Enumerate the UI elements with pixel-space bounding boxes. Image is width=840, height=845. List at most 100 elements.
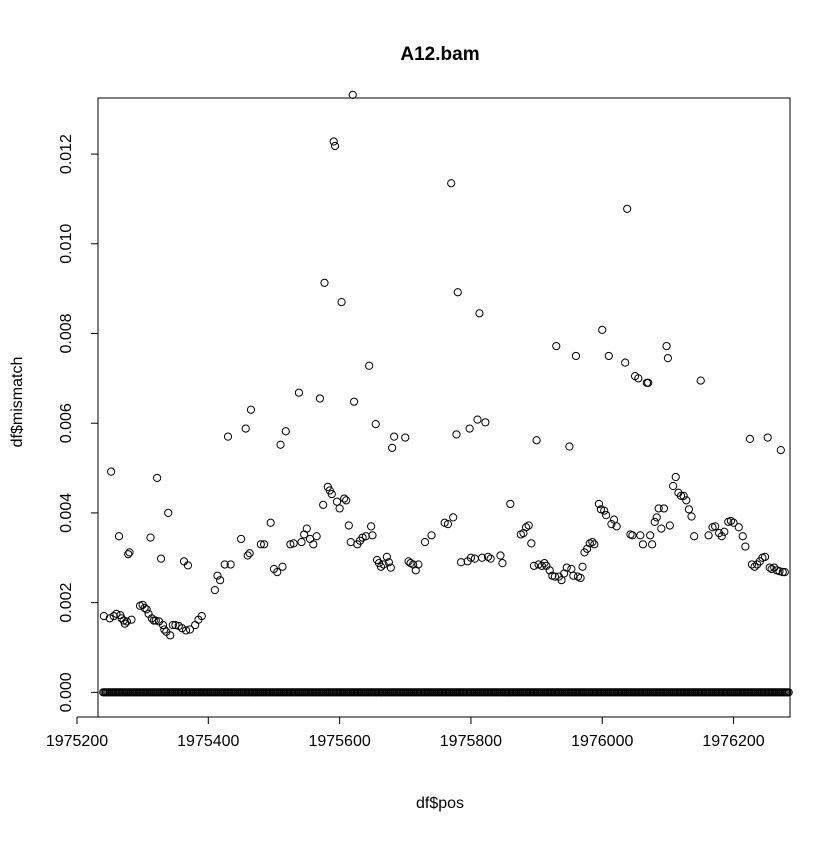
data-point	[286, 540, 295, 549]
data-point	[537, 561, 546, 570]
data-point	[711, 522, 720, 531]
data-point	[278, 562, 287, 571]
data-point	[662, 341, 671, 351]
data-point	[177, 624, 187, 633]
data-point	[506, 499, 515, 509]
data-point	[185, 625, 195, 634]
data-point	[226, 560, 235, 569]
data-point	[449, 513, 458, 522]
data-point	[245, 549, 254, 558]
data-point	[734, 523, 743, 532]
data-point	[760, 552, 770, 561]
data-point	[776, 446, 785, 455]
y-tick-label: 0.002	[58, 583, 75, 623]
data-point	[386, 563, 395, 572]
data-point	[598, 325, 607, 335]
data-point	[567, 564, 576, 574]
data-point	[256, 540, 265, 549]
data-point	[160, 625, 169, 634]
data-point	[281, 427, 290, 436]
data-point	[659, 504, 669, 513]
data-point	[679, 491, 688, 500]
data-point	[152, 473, 162, 483]
data-point	[452, 430, 461, 439]
data-point	[368, 531, 377, 540]
x-axis-label: df$pos	[416, 795, 464, 812]
chart-title: A12.bam	[400, 44, 479, 65]
data-point	[621, 358, 630, 367]
data-point	[775, 567, 784, 576]
data-point	[168, 620, 177, 630]
data-point	[453, 288, 462, 297]
data-point	[763, 433, 772, 442]
y-tick-label: 0.008	[58, 313, 75, 353]
data-point	[588, 537, 597, 547]
data-point	[246, 405, 256, 414]
data-point	[260, 540, 269, 549]
data-point	[590, 540, 599, 549]
data-point	[741, 542, 750, 551]
data-point	[216, 576, 225, 585]
data-point	[329, 137, 338, 146]
data-point	[477, 553, 487, 562]
data-point	[443, 520, 453, 529]
data-point	[151, 616, 160, 625]
data-point	[612, 522, 621, 531]
data-point	[550, 572, 560, 581]
data-point	[644, 378, 653, 387]
data-point	[297, 537, 306, 547]
data-point	[330, 141, 340, 151]
data-point	[125, 548, 134, 557]
data-point	[122, 617, 131, 626]
data-point	[745, 434, 755, 443]
data-point	[654, 504, 663, 513]
data-point	[382, 552, 391, 561]
data-point	[312, 532, 321, 541]
data-point	[602, 511, 611, 520]
data-point	[726, 516, 736, 526]
data-point	[663, 354, 672, 363]
data-point	[156, 554, 166, 563]
y-tick-label: 0.000	[58, 672, 75, 712]
data-point	[483, 552, 493, 561]
data-point	[124, 550, 133, 559]
data-point	[696, 376, 705, 385]
data-point	[648, 540, 657, 549]
y-tick-label: 0.004	[58, 493, 75, 533]
data-point	[646, 531, 655, 540]
x-tick-label: 1975800	[440, 733, 502, 750]
x-tick-label: 1975400	[177, 733, 239, 750]
data-point	[420, 537, 430, 547]
data-point	[638, 540, 648, 549]
data-point	[319, 500, 328, 509]
data-point	[365, 361, 374, 370]
data-point	[636, 531, 645, 540]
data-point	[669, 481, 678, 491]
data-point	[149, 616, 158, 625]
data-point	[784, 688, 793, 697]
data-point	[456, 558, 466, 567]
data-point	[146, 533, 155, 542]
data-point	[750, 562, 759, 571]
data-point	[114, 532, 124, 541]
data-point	[237, 534, 246, 544]
data-point	[687, 512, 696, 521]
data-point	[652, 513, 661, 522]
y-tick-label: 0.006	[58, 403, 75, 443]
data-point	[105, 614, 114, 623]
data-point	[241, 424, 250, 433]
data-point	[332, 497, 342, 506]
data-point	[337, 297, 346, 307]
data-point	[309, 540, 318, 549]
data-point	[747, 560, 757, 569]
data-point	[486, 554, 495, 563]
data-point	[552, 341, 561, 351]
x-axis: 1975200 1975400 1975600 1975800 1976000 19762…	[46, 716, 765, 750]
data-point	[348, 90, 357, 99]
x-tick-label: 1975200	[46, 733, 108, 750]
y-tick-label: 0.012	[58, 134, 75, 174]
data-point	[401, 433, 410, 442]
data-point	[604, 351, 613, 361]
data-point	[361, 532, 370, 541]
